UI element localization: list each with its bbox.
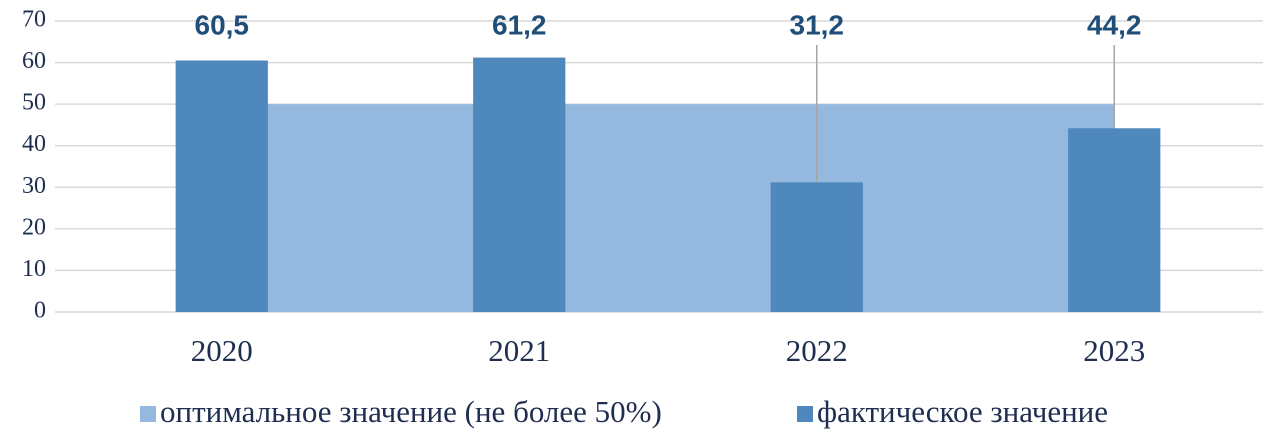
y-tick-label: 60 [22,48,46,74]
y-tick-label: 10 [22,256,46,282]
data-label: 31,2 [790,9,845,40]
data-label: 61,2 [492,9,547,40]
area [221,104,1115,313]
bar [175,60,268,312]
y-tick-label: 0 [34,298,46,324]
y-tick-label: 70 [22,7,46,33]
data-label: 44,2 [1087,9,1142,40]
legend-swatch [140,406,156,422]
data-label: 60,5 [195,9,250,40]
x-tick-label: 2022 [786,333,848,368]
y-tick-label: 30 [22,173,46,199]
x-tick-label: 2023 [1083,333,1145,368]
x-tick-label: 2020 [191,333,253,368]
bar [770,182,863,312]
bar [473,57,566,312]
legend-swatch [797,406,813,422]
legend-label: фактическое значение [817,394,1108,429]
y-tick-label: 40 [22,131,46,157]
bar [1068,128,1161,312]
x-tick-label: 2021 [488,333,550,368]
y-tick-label: 20 [22,214,46,240]
legend-label: оптимальное значение (не более 50%) [160,394,662,429]
y-tick-label: 50 [22,90,46,116]
